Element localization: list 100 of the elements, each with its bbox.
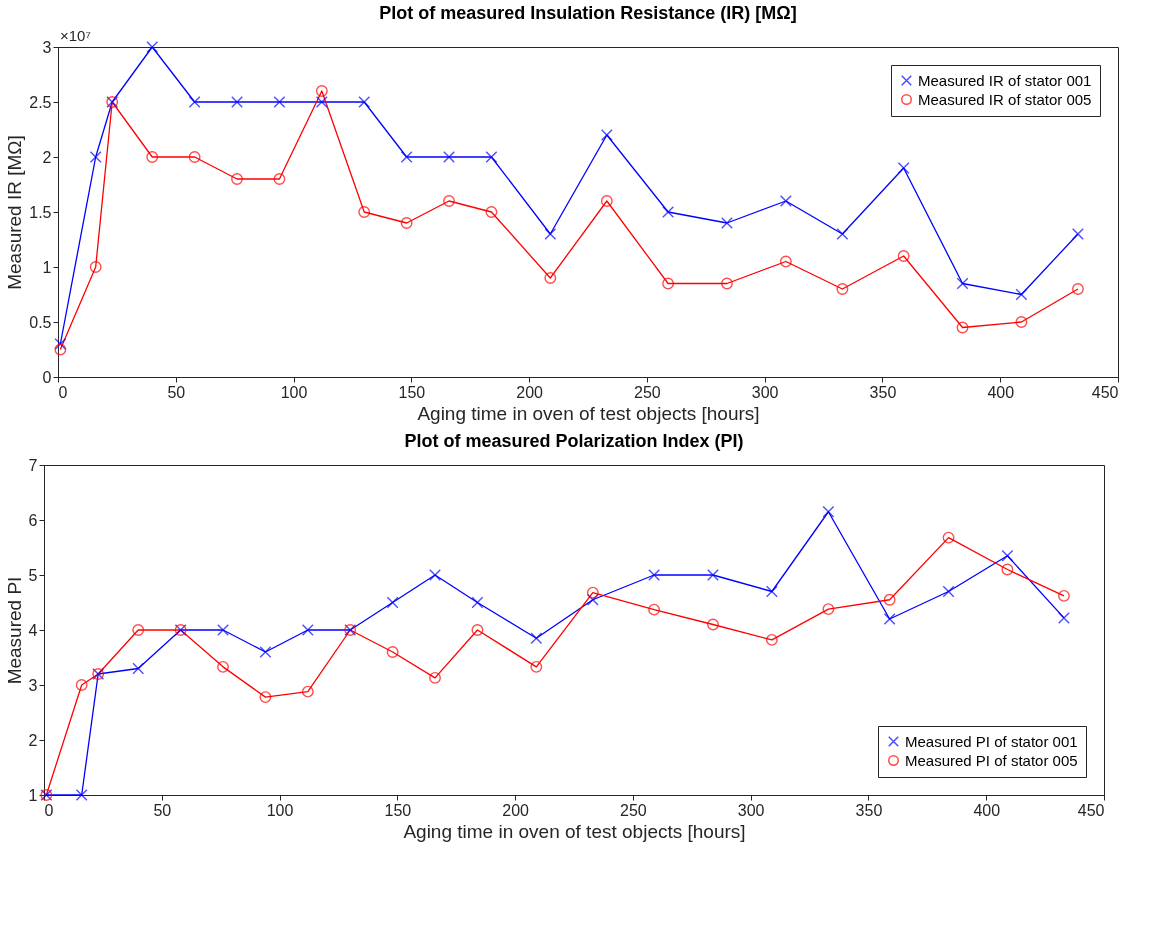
point <box>586 586 599 599</box>
x-axis-title: Aging time in oven of test objects [hours] <box>417 402 760 424</box>
point <box>231 96 243 108</box>
y-tick-label: 2 <box>28 731 38 749</box>
point <box>146 151 159 163</box>
y-axis-title: Measured PI <box>3 576 25 685</box>
point <box>273 96 286 108</box>
x-tick-label: 350 <box>869 383 897 401</box>
point <box>883 593 896 606</box>
point <box>707 618 719 631</box>
point <box>89 151 102 163</box>
y-tick-label: 1 <box>28 786 38 804</box>
point <box>897 162 910 174</box>
x-tick-label: 100 <box>280 383 308 401</box>
y-tick-label: 0 <box>42 368 52 386</box>
point <box>315 96 328 108</box>
point <box>259 646 272 658</box>
point <box>301 685 314 698</box>
point <box>648 569 661 581</box>
chart-title: Plot of measured Insulation Resistance (IR) [MΩ] <box>379 3 797 23</box>
y-tick-label: 1.5 <box>29 203 52 221</box>
point <box>942 531 955 544</box>
point <box>75 789 88 801</box>
legend-label: Measured IR of stator 005 <box>918 90 1092 108</box>
point <box>1015 288 1028 301</box>
y-tick-label: 2.5 <box>29 93 52 111</box>
point <box>443 151 455 163</box>
y-tick-label: 3 <box>42 38 52 56</box>
point <box>721 277 733 290</box>
x-tick-label: 300 <box>737 801 765 819</box>
point <box>54 338 67 350</box>
x-tick-label: 300 <box>751 383 779 401</box>
y-tick-label: 4 <box>28 621 38 639</box>
x-tick-label: 400 <box>987 383 1015 401</box>
point <box>188 151 201 163</box>
y-tick-label: 6 <box>28 511 38 529</box>
point <box>443 195 455 207</box>
point <box>259 691 272 704</box>
point <box>836 228 849 240</box>
x-tick-label: 250 <box>634 383 661 401</box>
legend-label: Measured PI of stator 005 <box>905 751 1078 769</box>
point <box>721 217 733 229</box>
point <box>544 272 557 284</box>
point <box>942 585 955 598</box>
x-tick-label: 150 <box>384 801 412 819</box>
point <box>146 41 159 53</box>
chart-title: Plot of measured Polarization Index (PI) <box>404 431 744 451</box>
x-tick-label: 0 <box>58 383 68 401</box>
point <box>544 228 557 240</box>
point <box>429 569 441 581</box>
point <box>386 646 399 658</box>
point <box>231 173 243 185</box>
point <box>471 624 484 636</box>
x-tick-label: 450 <box>1091 383 1119 401</box>
text: ×10⁷ <box>60 27 91 44</box>
x-tick-label: 400 <box>973 801 1001 819</box>
point <box>485 206 498 218</box>
y-tick-label: 0.5 <box>29 313 52 331</box>
point <box>54 343 67 356</box>
x-tick-label: 150 <box>398 383 426 401</box>
point <box>600 195 613 207</box>
point <box>471 596 484 609</box>
point <box>358 96 371 108</box>
point <box>1072 228 1084 240</box>
y-axis-title: Measured IR [MΩ] <box>4 135 26 290</box>
point <box>1058 611 1070 624</box>
x-tick-label: 350 <box>855 801 883 819</box>
point <box>1001 563 1014 576</box>
point <box>822 603 835 616</box>
point <box>188 96 201 108</box>
point <box>836 283 849 295</box>
point <box>956 277 969 290</box>
legend-label: Measured IR of stator 001 <box>918 71 1092 89</box>
point <box>530 632 543 645</box>
point <box>429 671 441 684</box>
x-tick-label: 100 <box>266 801 294 819</box>
point <box>765 585 778 598</box>
point <box>485 151 498 163</box>
point <box>1015 316 1028 328</box>
point <box>662 206 675 218</box>
x-axis-title: Aging time in oven of test objects [hours] <box>403 820 746 842</box>
point <box>217 624 229 636</box>
point <box>779 195 792 207</box>
x-tick-label: 450 <box>1077 801 1105 819</box>
y-tick-label: 7 <box>28 456 38 474</box>
point <box>600 129 613 141</box>
y-tick-label: 5 <box>28 566 38 584</box>
point <box>765 633 778 646</box>
x-tick-label: 200 <box>516 383 544 401</box>
point <box>822 505 835 518</box>
point <box>75 679 88 691</box>
x-tick-label: 50 <box>167 383 186 401</box>
x-tick-label: 250 <box>620 801 647 819</box>
point <box>530 660 543 673</box>
point <box>586 593 599 606</box>
point <box>400 151 413 163</box>
point <box>132 624 145 636</box>
point <box>1001 549 1014 562</box>
point <box>779 255 792 268</box>
point <box>897 250 910 262</box>
